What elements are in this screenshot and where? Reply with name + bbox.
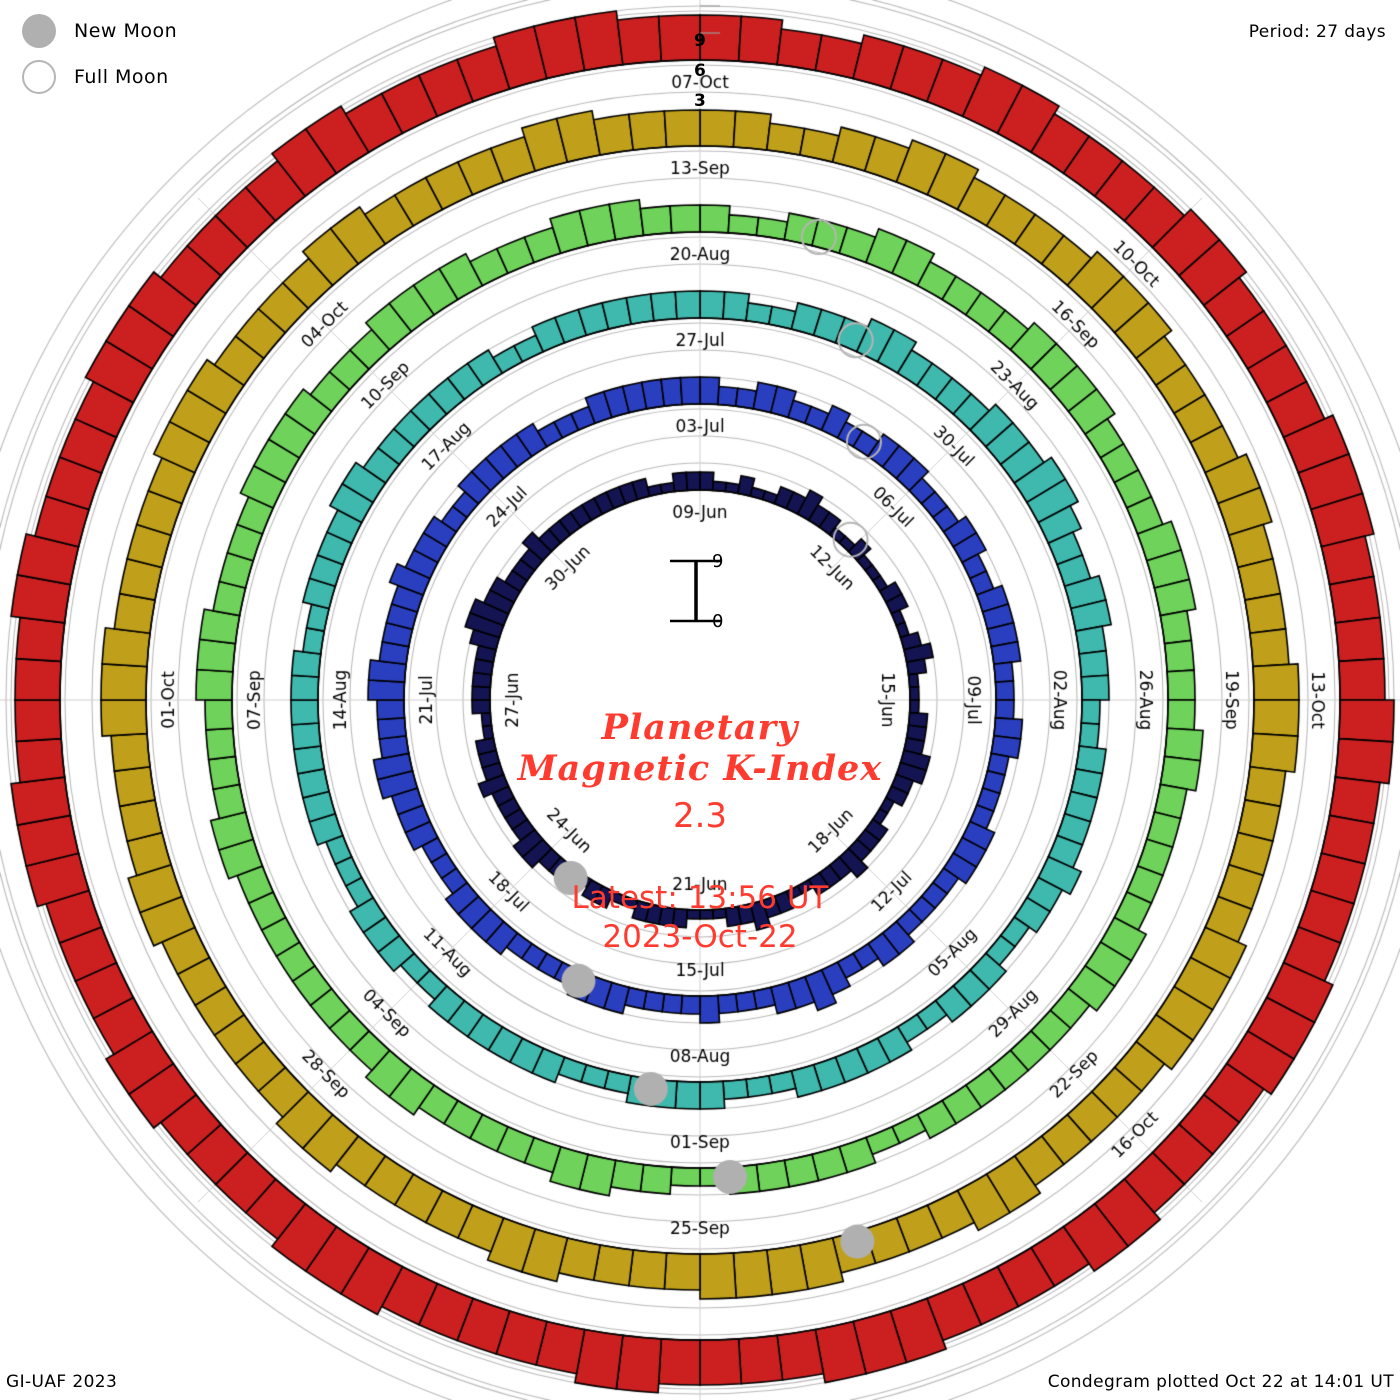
legend-label-new-moon: New Moon <box>74 20 178 42</box>
footer-plot-time: Condegram plotted Oct 22 at 14:01 UT <box>1047 1372 1394 1392</box>
moon-legend: New Moon Full Moon <box>22 8 342 100</box>
radial-tick-6: 6 <box>694 61 706 81</box>
legend-item-full-moon: Full Moon <box>22 54 342 100</box>
full-moon-icon <box>22 60 56 94</box>
radial-tick-3: 3 <box>694 91 706 111</box>
period-label: Period: 27 days <box>1248 22 1386 42</box>
legend-item-new-moon: New Moon <box>22 8 342 54</box>
radial-tick-9: 9 <box>694 31 706 51</box>
new-moon-icon <box>22 14 56 48</box>
footer-credit: GI-UAF 2023 <box>6 1372 118 1392</box>
radial-axis-ticks: 9 6 3 <box>694 26 754 116</box>
legend-label-full-moon: Full Moon <box>74 66 169 88</box>
